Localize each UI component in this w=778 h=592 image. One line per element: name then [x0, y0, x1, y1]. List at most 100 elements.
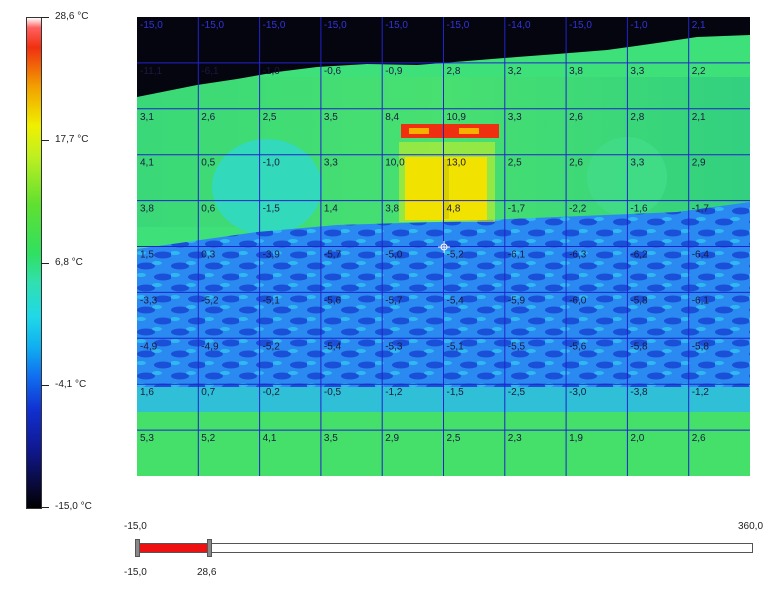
crosshair-marker[interactable]: [438, 241, 450, 253]
grid-value: 3,2: [508, 66, 522, 77]
scale-label-mid: 6,8 °C: [55, 257, 83, 268]
grid-value: -0,6: [324, 66, 342, 77]
grid-value: 3,8: [569, 66, 583, 77]
grid-value: -3,8: [630, 387, 648, 398]
scale-tick-max: [41, 17, 49, 18]
grid-value: 3,1: [140, 112, 154, 123]
grid-value: 0,6: [201, 204, 215, 215]
grid-value: 3,3: [630, 158, 644, 169]
grid-value: -5,1: [263, 295, 281, 306]
grid-value: -5,6: [569, 341, 587, 352]
grid-value: 8,4: [385, 112, 399, 123]
grid-value: 2,9: [692, 158, 706, 169]
grid-value: -3,9: [263, 250, 281, 261]
grid-value: -4,9: [140, 341, 158, 352]
grid-value: 3,3: [630, 66, 644, 77]
temperature-color-scale: [26, 17, 42, 509]
range-selection-fill: [137, 544, 209, 552]
grid-value: -1,7: [508, 204, 526, 215]
grid-value: 0,7: [201, 387, 215, 398]
grid-value: 0,3: [201, 250, 215, 261]
cool-window-left: [212, 139, 322, 235]
grid-value: 2,5: [447, 433, 461, 444]
grid-value: -5,9: [508, 295, 526, 306]
range-handle-max[interactable]: [206, 539, 212, 557]
range-selected-max-label: 28,6: [197, 567, 217, 578]
grid-value: -5,8: [630, 341, 648, 352]
grid-value: 3,3: [508, 112, 522, 123]
grid-value: 4,1: [140, 158, 154, 169]
grid-value: -5,3: [385, 341, 403, 352]
measurement-values: -15,0 -15,0 -15,0 -15,0 -15,0 -15,0 -14,0 -15,0…: [140, 20, 709, 444]
grid-value: -5,8: [692, 341, 710, 352]
grid-value: -1,2: [692, 387, 710, 398]
grid-value: 10,9: [447, 112, 467, 123]
chimney-gap: [443, 159, 449, 219]
scale-tick-lower: [41, 385, 49, 386]
grid-value: -6,2: [630, 250, 648, 261]
range-selected-min-label: -15,0: [124, 567, 147, 578]
range-handle-min[interactable]: [135, 539, 140, 557]
grid-value: -6,4: [692, 250, 710, 261]
grid-value: 2,6: [201, 112, 215, 123]
scale-label-max: 28,6 °C: [55, 11, 89, 22]
scale-label-lower: -4,1 °C: [55, 379, 87, 390]
grid-value: -15,0: [263, 20, 286, 31]
grid-value: -5,5: [508, 341, 526, 352]
thermal-image[interactable]: -15,0 -15,0 -15,0 -15,0 -15,0 -15,0 -14,0 -15,0…: [137, 17, 750, 476]
grid-value: 3,5: [324, 433, 338, 444]
grid-value: -5,2: [201, 295, 219, 306]
grid-value: -15,0: [201, 20, 224, 31]
grid-value: -11,1: [140, 66, 162, 77]
grid-value: -1,0: [263, 66, 281, 77]
grid-value: 2,5: [263, 112, 277, 123]
grid-value: 1,5: [140, 250, 154, 261]
grid-value: 4,1: [263, 433, 277, 444]
grid-value: -1,7: [692, 204, 710, 215]
grid-value: -1,5: [447, 387, 465, 398]
grid-value: -0,9: [385, 66, 403, 77]
grid-value: 1,4: [324, 204, 338, 215]
grid-value: -5,4: [324, 341, 342, 352]
grid-value: 13,0: [447, 158, 467, 169]
grid-value: -6,1: [692, 295, 710, 306]
grid-value: -15,0: [447, 20, 470, 31]
grid-value: -15,0: [324, 20, 347, 31]
grid-value: -0,5: [324, 387, 342, 398]
grid-value: 2,2: [692, 66, 706, 77]
grid-value: -1,5: [263, 204, 281, 215]
grid-value: -0,2: [263, 387, 281, 398]
grid-value: 4,8: [447, 204, 461, 215]
grid-value: -15,0: [569, 20, 592, 31]
scale-tick-min: [41, 507, 49, 508]
range-scale-max-label: 360,0: [738, 521, 764, 532]
grid-value: -5,7: [324, 250, 342, 261]
grid-value: 3,5: [324, 112, 338, 123]
grid-value: 10,0: [385, 158, 405, 169]
grid-value: -5,2: [263, 341, 281, 352]
range-slider-track[interactable]: [136, 543, 753, 553]
grid-value: -1,6: [630, 204, 648, 215]
grid-value: 2,6: [692, 433, 706, 444]
grid-value: -5,4: [447, 295, 465, 306]
grid-value: 3,3: [324, 158, 338, 169]
grid-value: -1,0: [630, 20, 648, 31]
grid-value: 1,9: [569, 433, 583, 444]
scale-tick-upper: [41, 140, 49, 141]
grid-value: -2,2: [569, 204, 587, 215]
grid-value: 2,8: [447, 66, 461, 77]
grid-value: 2,3: [508, 433, 522, 444]
grid-value: -5,6: [324, 295, 342, 306]
grid-value: 3,8: [140, 204, 154, 215]
grid-value: -5,0: [385, 250, 403, 261]
grid-value: 2,6: [569, 158, 583, 169]
grid-value: -4,9: [201, 341, 219, 352]
grid-value: -15,0: [385, 20, 408, 31]
hot-chimney-top: [401, 124, 499, 138]
grid-value: 2,8: [630, 112, 644, 123]
grid-value: -5,7: [385, 295, 403, 306]
grid-value: -5,2: [447, 250, 465, 261]
grid-value: -5,8: [630, 295, 648, 306]
grid-value: -14,0: [508, 20, 531, 31]
grid-value: -6,0: [569, 295, 587, 306]
